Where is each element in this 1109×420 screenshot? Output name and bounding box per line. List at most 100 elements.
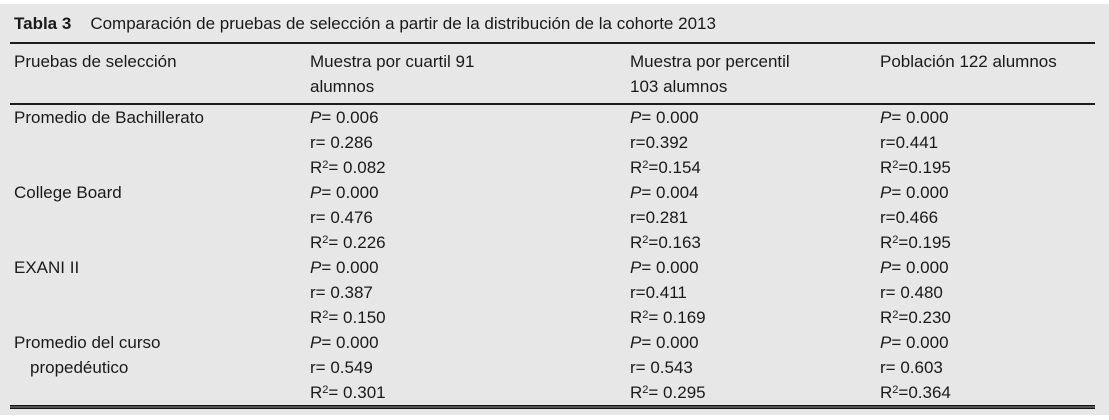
r-value-line: r=0.392 bbox=[630, 130, 880, 155]
p-value-line: P= 0.000 bbox=[880, 105, 1109, 130]
r-symbol: r bbox=[880, 358, 886, 377]
r2-symbol: R bbox=[310, 383, 323, 402]
p-value: = 0.000 bbox=[321, 258, 379, 277]
row-label-line2: propedéutico bbox=[30, 358, 129, 377]
p-symbol: P bbox=[880, 333, 892, 352]
p-symbol: P bbox=[630, 333, 642, 352]
p-value: = 0.000 bbox=[891, 108, 949, 127]
p-symbol: P bbox=[310, 183, 322, 202]
table-row-exani-ii: EXANI II P= 0.000 r= 0.387 R2= 0.150 P= … bbox=[0, 255, 1109, 330]
r2-symbol: R bbox=[310, 308, 323, 327]
r2-value-line: R2= 0.150 bbox=[310, 305, 630, 330]
r-value-line: r=0.411 bbox=[630, 280, 880, 305]
column-header-line1: Pruebas de selección bbox=[14, 52, 177, 71]
r2-superscript: 2 bbox=[642, 309, 649, 321]
p-symbol: P bbox=[630, 258, 642, 277]
r-value-line: r= 0.549 bbox=[310, 355, 630, 380]
table-row-promedio-propedeutico: Promedio del curso propedéutico P= 0.000… bbox=[0, 330, 1109, 405]
r2-symbol: R bbox=[880, 383, 893, 402]
p-value-line: P= 0.000 bbox=[880, 255, 1109, 280]
r-value: =0.466 bbox=[885, 208, 939, 227]
row-label: Promedio de Bachillerato bbox=[14, 105, 310, 180]
r2-superscript: 2 bbox=[322, 159, 329, 171]
r2-symbol: R bbox=[630, 383, 643, 402]
table-row-promedio-bachillerato: Promedio de Bachillerato P= 0.006 r= 0.2… bbox=[0, 105, 1109, 180]
r2-symbol: R bbox=[880, 233, 893, 252]
r2-value-line: R2=0.154 bbox=[630, 155, 880, 180]
column-header-line1: Población 122 alumnos bbox=[880, 52, 1057, 71]
r2-symbol: R bbox=[630, 158, 643, 177]
r2-superscript: 2 bbox=[892, 234, 899, 246]
r-value: = 0.480 bbox=[885, 283, 943, 302]
table-caption-label: Tabla 3 bbox=[14, 14, 72, 33]
stat-cell: P= 0.000 r=0.392 R2=0.154 bbox=[630, 105, 880, 180]
column-header-muestra-cuartil: Muestra por cuartil 91 alumnos bbox=[310, 49, 630, 99]
p-value-line: P= 0.000 bbox=[880, 330, 1109, 355]
r2-value-line: R2=0.364 bbox=[880, 380, 1109, 405]
r-value: = 0.286 bbox=[315, 133, 373, 152]
p-symbol: P bbox=[880, 258, 892, 277]
column-header-muestra-percentil: Muestra por percentil 103 alumnos bbox=[630, 49, 880, 99]
stat-cell: P= 0.004 r=0.281 R2=0.163 bbox=[630, 180, 880, 255]
r-value-line: r= 0.603 bbox=[880, 355, 1109, 380]
r2-value-line: R2= 0.082 bbox=[310, 155, 630, 180]
r2-value: =0.230 bbox=[898, 308, 951, 327]
r-symbol: r bbox=[310, 208, 316, 227]
r-value-line: r=0.281 bbox=[630, 205, 880, 230]
p-value-line: P= 0.000 bbox=[310, 255, 630, 280]
table-row-college-board: College Board P= 0.000 r= 0.476 R2= 0.22… bbox=[0, 180, 1109, 255]
table-caption-text: Comparación de pruebas de selección a pa… bbox=[90, 14, 716, 33]
r-symbol: r bbox=[310, 283, 316, 302]
column-header-line1: Muestra por cuartil 91 bbox=[310, 52, 475, 71]
r2-value: =0.364 bbox=[898, 383, 951, 402]
column-header-pruebas: Pruebas de selección bbox=[14, 49, 310, 99]
caption-rule bbox=[10, 42, 1095, 44]
table-header-row: Pruebas de selección Muestra por cuartil… bbox=[0, 44, 1109, 103]
column-header-line2: 103 alumnos bbox=[630, 77, 728, 96]
r2-value: = 0.150 bbox=[328, 308, 386, 327]
r-symbol: r bbox=[880, 283, 886, 302]
r-symbol: r bbox=[630, 208, 636, 227]
stat-cell: P= 0.000 r=0.441 R2=0.195 bbox=[880, 105, 1109, 180]
column-header-line2: alumnos bbox=[310, 77, 375, 96]
column-header-line1: Muestra por percentil bbox=[630, 52, 790, 71]
r2-superscript: 2 bbox=[892, 309, 899, 321]
p-value-line: P= 0.000 bbox=[630, 255, 880, 280]
r-symbol: r bbox=[310, 358, 316, 377]
r-value: =0.392 bbox=[635, 133, 689, 152]
r-symbol: r bbox=[880, 208, 886, 227]
r-value-line: r= 0.476 bbox=[310, 205, 630, 230]
r-value-line: r=0.466 bbox=[880, 205, 1109, 230]
stat-cell: P= 0.006 r= 0.286 R2= 0.082 bbox=[310, 105, 630, 180]
p-value: = 0.006 bbox=[321, 108, 379, 127]
r-value: = 0.476 bbox=[315, 208, 373, 227]
r2-value: = 0.295 bbox=[648, 383, 706, 402]
r-value-line: r=0.441 bbox=[880, 130, 1109, 155]
p-value: = 0.000 bbox=[321, 183, 379, 202]
r2-superscript: 2 bbox=[642, 159, 649, 171]
r2-superscript: 2 bbox=[322, 384, 329, 396]
r2-value: = 0.082 bbox=[328, 158, 386, 177]
r2-value-line: R2=0.230 bbox=[880, 305, 1109, 330]
r2-value-line: R2= 0.169 bbox=[630, 305, 880, 330]
p-symbol: P bbox=[880, 183, 892, 202]
p-symbol: P bbox=[310, 333, 322, 352]
p-symbol: P bbox=[630, 108, 642, 127]
r-symbol: r bbox=[630, 283, 636, 302]
row-label: Promedio del curso propedéutico bbox=[14, 330, 310, 405]
p-value: = 0.004 bbox=[641, 183, 699, 202]
r2-superscript: 2 bbox=[322, 309, 329, 321]
r2-value-line: R2=0.163 bbox=[630, 230, 880, 255]
row-label-line1: Promedio del curso bbox=[14, 333, 161, 352]
stat-cell: P= 0.000 r=0.466 R2=0.195 bbox=[880, 180, 1109, 255]
p-value-line: P= 0.000 bbox=[310, 330, 630, 355]
r2-value: = 0.301 bbox=[328, 383, 386, 402]
stat-cell: P= 0.000 r= 0.476 R2= 0.226 bbox=[310, 180, 630, 255]
p-value-line: P= 0.000 bbox=[630, 105, 880, 130]
r-value-line: r= 0.387 bbox=[310, 280, 630, 305]
stat-cell: P= 0.000 r= 0.480 R2=0.230 bbox=[880, 255, 1109, 330]
r-symbol: r bbox=[880, 133, 886, 152]
stat-cell: P= 0.000 r= 0.603 R2=0.364 bbox=[880, 330, 1109, 405]
r2-value: =0.154 bbox=[648, 158, 701, 177]
r-value: = 0.549 bbox=[315, 358, 373, 377]
